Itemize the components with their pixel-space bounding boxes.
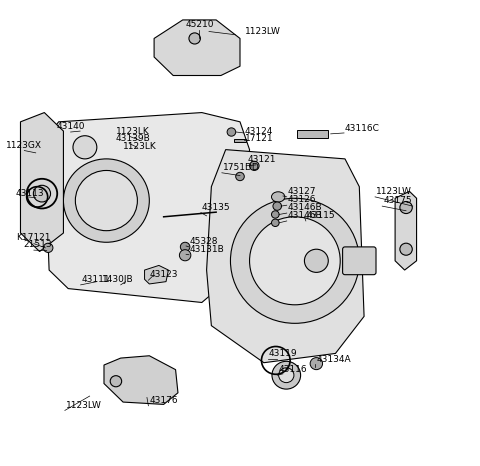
Circle shape <box>250 161 259 171</box>
Bar <box>297 130 328 138</box>
Text: 43146B: 43146B <box>288 211 323 220</box>
Circle shape <box>400 243 412 255</box>
Text: 43176: 43176 <box>149 396 178 405</box>
Circle shape <box>236 172 244 181</box>
Circle shape <box>63 159 149 242</box>
Text: 43111: 43111 <box>82 275 110 284</box>
Text: 1123LW: 1123LW <box>66 401 102 410</box>
Circle shape <box>230 198 360 323</box>
Polygon shape <box>44 113 250 302</box>
Circle shape <box>400 201 412 213</box>
Circle shape <box>180 242 190 252</box>
Text: 1123LW: 1123LW <box>245 27 281 36</box>
Polygon shape <box>395 192 417 270</box>
Text: 43134A: 43134A <box>316 355 351 363</box>
Text: 1123GX: 1123GX <box>6 141 42 150</box>
Text: 43146B: 43146B <box>288 203 323 212</box>
Text: 43113: 43113 <box>16 189 44 198</box>
Circle shape <box>272 219 279 226</box>
Text: 43131B: 43131B <box>190 245 225 254</box>
FancyBboxPatch shape <box>343 247 376 274</box>
Text: 43119: 43119 <box>269 349 297 358</box>
Circle shape <box>110 376 121 387</box>
Text: 43126: 43126 <box>288 195 316 204</box>
Text: 1123LK: 1123LK <box>123 142 157 151</box>
Ellipse shape <box>272 192 285 202</box>
Text: 1123LW: 1123LW <box>376 187 412 196</box>
Text: 43127: 43127 <box>288 187 316 196</box>
Circle shape <box>73 136 97 159</box>
Circle shape <box>34 185 50 202</box>
Text: 1123LK: 1123LK <box>116 127 150 136</box>
Circle shape <box>43 243 53 253</box>
Circle shape <box>189 33 200 44</box>
Polygon shape <box>21 113 63 252</box>
Polygon shape <box>206 150 364 363</box>
Text: 43115: 43115 <box>307 211 336 220</box>
Text: 17121: 17121 <box>245 134 274 143</box>
Text: 45328: 45328 <box>190 237 218 246</box>
Polygon shape <box>104 356 178 404</box>
Text: 43116: 43116 <box>278 365 307 374</box>
Text: 21513: 21513 <box>24 240 52 249</box>
Text: 45210: 45210 <box>185 20 214 29</box>
Text: 43124: 43124 <box>245 127 273 136</box>
Circle shape <box>310 357 323 370</box>
Polygon shape <box>154 20 240 75</box>
Text: 1430JB: 1430JB <box>102 275 133 284</box>
Text: 43139B: 43139B <box>116 134 151 143</box>
Circle shape <box>273 202 281 210</box>
Circle shape <box>250 217 340 305</box>
Text: 43123: 43123 <box>149 270 178 279</box>
Text: 43116C: 43116C <box>345 124 380 133</box>
Text: 43135: 43135 <box>202 203 230 212</box>
Circle shape <box>272 361 300 389</box>
Circle shape <box>279 368 294 383</box>
Text: K17121: K17121 <box>16 233 50 242</box>
Circle shape <box>75 171 137 231</box>
Circle shape <box>272 211 279 218</box>
Circle shape <box>304 249 328 272</box>
Text: 1751DD: 1751DD <box>223 163 260 172</box>
Circle shape <box>180 250 191 261</box>
Text: 43140: 43140 <box>56 122 85 131</box>
Bar <box>234 138 246 142</box>
Text: 43121: 43121 <box>247 156 276 164</box>
Circle shape <box>227 128 236 136</box>
Polygon shape <box>144 266 168 284</box>
Text: 43175: 43175 <box>383 196 412 205</box>
